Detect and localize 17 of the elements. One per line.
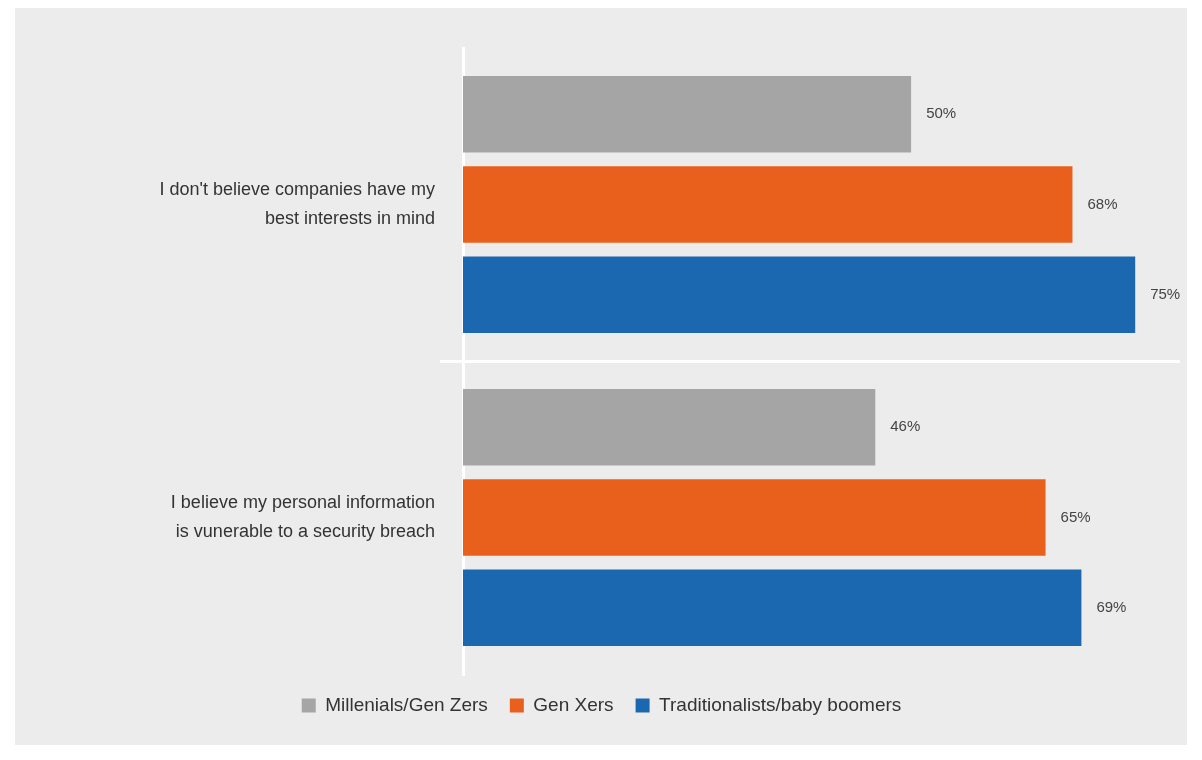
- legend-label: Gen Xers: [533, 693, 614, 715]
- y-tick-label: I believe my personal information is vunerable to a security breach: [170, 492, 435, 541]
- bar: [463, 388, 876, 466]
- data-label: 50%: [926, 104, 957, 122]
- bar: [463, 479, 1046, 556]
- bar: [463, 75, 912, 153]
- data-label: 68%: [1087, 194, 1118, 212]
- legend-label: Traditionalists/baby boomers: [659, 693, 902, 715]
- data-label: 46%: [890, 417, 921, 435]
- bar: [463, 569, 1082, 647]
- bar: [463, 256, 1136, 334]
- y-tick-label: I don't believe companies have my best interests in mind: [159, 179, 435, 228]
- bar: [463, 166, 1073, 243]
- legend-label: Millenials/Gen Zers: [325, 693, 488, 715]
- data-label: 69%: [1096, 597, 1127, 615]
- data-label: 65%: [1060, 507, 1091, 525]
- data-label: 75%: [1150, 284, 1181, 302]
